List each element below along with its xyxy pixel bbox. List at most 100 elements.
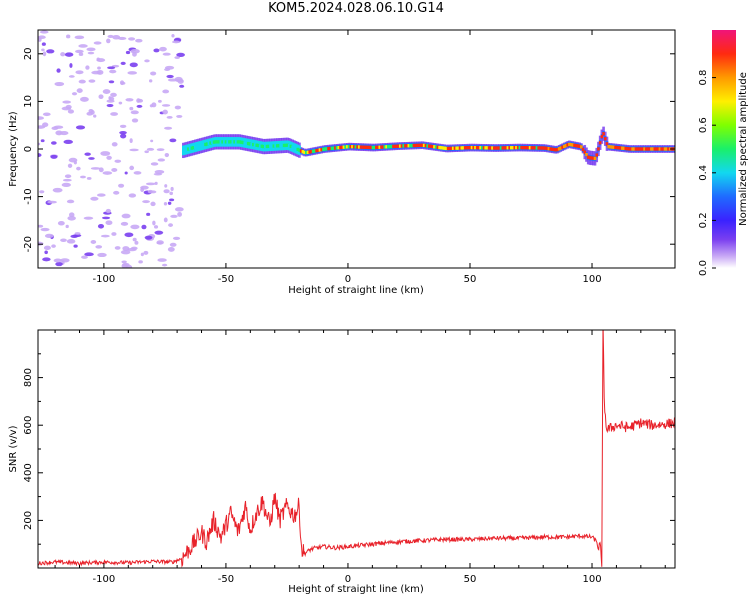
signal-core: [663, 147, 667, 151]
noise-blob: [50, 154, 58, 159]
signal-core: [448, 146, 452, 151]
noise-blob: [150, 139, 154, 143]
signal-core: [356, 145, 359, 149]
y-tick-label: 10: [23, 95, 34, 108]
noise-blob: [141, 224, 147, 230]
noise-blob: [161, 104, 171, 107]
signal-core: [316, 148, 320, 152]
noise-blob: [42, 122, 49, 128]
noise-blob: [101, 216, 111, 220]
noise-blob: [129, 62, 138, 68]
signal-core: [378, 145, 382, 149]
noise-blob: [62, 178, 72, 182]
noise-blob: [74, 35, 85, 40]
noise-blob: [52, 187, 63, 193]
noise-blob: [138, 260, 143, 264]
colorbar-ticks: 0.0 0.2 0.4 0.6 0.8: [698, 70, 716, 276]
x-tick-label: 50: [464, 574, 477, 585]
noise-blob: [107, 34, 114, 39]
noise-blob: [163, 189, 170, 194]
signal-core: [202, 143, 206, 147]
signal-core: [421, 143, 424, 147]
signal-core: [296, 147, 300, 152]
signal-core: [250, 142, 253, 146]
signal-core: [327, 146, 330, 151]
signal-core: [494, 146, 498, 150]
signal-core: [231, 140, 235, 144]
noise-blob: [51, 244, 56, 248]
signal-core: [241, 140, 245, 145]
signal-core: [542, 146, 546, 150]
signal-core: [294, 147, 298, 151]
signal-core: [335, 146, 339, 150]
noise-blob: [171, 34, 175, 38]
signal-core: [402, 144, 405, 148]
signal-core: [518, 145, 522, 150]
noise-blob: [73, 160, 77, 165]
signal-core: [308, 150, 312, 154]
noise-blob: [90, 167, 101, 170]
signal-core: [392, 144, 395, 149]
snr-ticks: -100 -50 0 50 100 200 400 600 800: [23, 330, 675, 585]
signal-core: [211, 140, 214, 145]
signal-core: [506, 146, 510, 150]
signal-core: [409, 143, 412, 148]
signal-core: [583, 150, 587, 154]
signal-core: [181, 148, 185, 153]
noise-blob: [53, 258, 62, 263]
signal-core: [376, 145, 380, 149]
noise-blob: [157, 158, 166, 162]
noise-blob: [84, 152, 91, 156]
signal-core: [236, 140, 240, 144]
signal-core: [311, 149, 315, 153]
signal-core: [267, 144, 271, 149]
signal-core: [388, 144, 392, 149]
signal-core: [530, 146, 534, 150]
signal-core: [270, 144, 274, 148]
noise-blob: [144, 150, 149, 154]
noise-blob: [130, 49, 140, 54]
signal-core: [462, 146, 465, 150]
signal-core: [344, 145, 347, 149]
signal-core: [446, 146, 450, 151]
noise-blob: [129, 106, 134, 111]
noise-blob: [78, 44, 88, 48]
noise-blob: [156, 240, 164, 245]
noise-blob: [60, 258, 70, 263]
noise-blob: [105, 208, 111, 214]
noise-blob: [125, 98, 134, 102]
noise-blob: [129, 138, 133, 143]
noise-blob: [149, 104, 154, 108]
signal-core: [364, 145, 368, 149]
noise-blob: [57, 221, 65, 226]
signal-core: [246, 141, 250, 146]
noise-blob: [73, 244, 78, 248]
colorbar-label: Normalized spectral amplitude: [738, 72, 749, 226]
signal-core: [347, 144, 351, 149]
signal-core: [469, 145, 472, 150]
noise-blob: [124, 171, 128, 175]
signal-core: [520, 145, 523, 150]
signal-core: [289, 144, 293, 149]
signal-core: [600, 135, 604, 139]
signal-core: [219, 140, 223, 144]
signal-core: [498, 146, 501, 150]
signal-core: [487, 146, 491, 150]
noise-blob: [110, 92, 117, 97]
signal-core: [192, 145, 195, 150]
signal-core: [609, 145, 612, 149]
noise-blob: [117, 36, 127, 40]
signal-core: [453, 146, 457, 150]
signal-core: [465, 146, 469, 150]
signal-core: [217, 140, 221, 144]
noise-blob: [109, 69, 117, 74]
noise-blob: [153, 48, 160, 53]
noise-blob: [119, 124, 127, 128]
noise-blob: [53, 125, 64, 129]
noise-blob: [97, 66, 101, 70]
snr-chart: -100 -50 0 50 100 200 400 600 800 Height of stra…: [8, 329, 676, 595]
signal-core: [260, 144, 264, 148]
signal-core: [451, 146, 455, 150]
spectrogram-x-axis-label: Height of straight line (km): [288, 285, 424, 296]
noise-blob: [163, 217, 168, 223]
